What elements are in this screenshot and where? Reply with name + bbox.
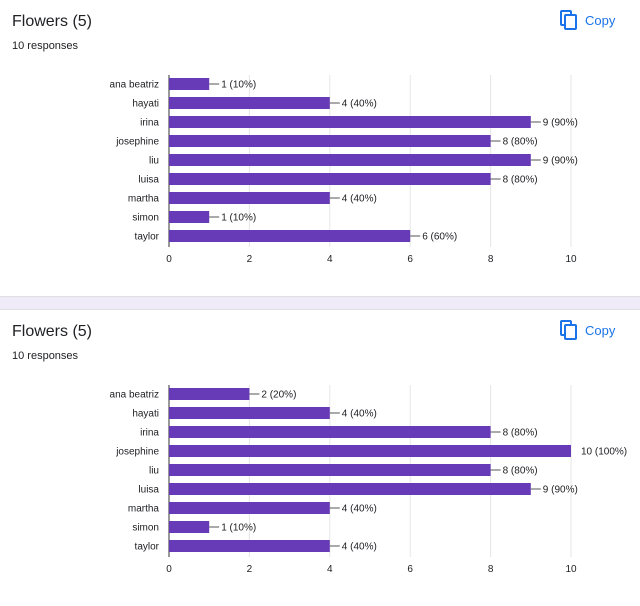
data-label: 4 (40%) [342,542,377,553]
data-label: 4 (40%) [342,194,377,205]
question-card-1: Flowers (5) 10 responses Copy 0 2 4 6 8 10 ana… [0,0,640,296]
bar [169,464,491,476]
category-label: hayati [132,409,159,420]
bar [169,78,210,90]
bar [169,173,491,185]
category-label: simon [132,523,159,534]
data-label: 8 (80%) [503,466,538,477]
category-label: liu [149,156,159,167]
data-label: 9 (90%) [543,118,578,129]
bar [169,426,491,438]
bar [169,154,531,166]
data-label: 1 (10%) [221,523,256,534]
x-tick-label: 8 [488,254,494,265]
category-label: ana beatriz [110,80,159,91]
category-label: hayati [132,99,159,110]
bar [169,445,571,457]
data-label: 9 (90%) [543,485,578,496]
bar [169,230,411,242]
bar [169,407,330,419]
x-tick-label: 6 [407,564,413,575]
data-label: 8 (80%) [503,428,538,439]
bar [169,116,531,128]
data-label: 1 (10%) [221,80,256,91]
bar-chart: 0 2 4 6 8 10 ana beatriz 2 (20%) hayati 4 (40%) ir… [110,385,627,575]
category-label: irina [140,118,159,129]
bar [169,388,250,400]
question-card-2: Flowers (5) 10 responses Copy 0 2 4 6 8 10 ana… [0,310,640,606]
category-label: josephine [115,447,159,458]
bar [169,521,210,533]
category-label: luisa [138,175,159,186]
x-tick-label: 8 [488,564,494,575]
bar [169,540,330,552]
data-label: 4 (40%) [342,99,377,110]
x-tick-label: 2 [247,564,253,575]
copy-icon [560,320,578,340]
response-count: 10 responses [12,350,79,362]
bar [169,502,330,514]
card-separator [0,296,640,310]
category-label: taylor [135,542,160,553]
bar [169,483,531,495]
copy-button-label: Copy [585,322,616,338]
x-tick-label: 0 [166,254,172,265]
copy-chart-button[interactable]: Copy [560,320,615,340]
category-label: martha [128,504,160,515]
bar [169,192,330,204]
data-label: 1 (10%) [221,213,256,224]
category-label: josephine [115,137,159,148]
data-label: 4 (40%) [342,504,377,515]
bar [169,97,330,109]
category-label: simon [132,213,159,224]
category-label: luisa [138,485,159,496]
bar-chart: 0 2 4 6 8 10 ana beatriz 1 (10%) hayati 4 (40%) ir… [110,75,578,265]
copy-button-label: Copy [585,12,616,28]
x-tick-label: 4 [327,254,333,265]
data-label: 9 (90%) [543,156,578,167]
copy-chart-button[interactable]: Copy [560,10,615,30]
data-label: 10 (100%) [581,447,627,458]
category-label: irina [140,428,159,439]
question-title: Flowers (5) [12,13,93,30]
data-label: 8 (80%) [503,175,538,186]
x-tick-label: 4 [327,564,333,575]
x-tick-label: 10 [565,254,577,265]
x-tick-label: 10 [565,564,577,575]
bar [169,211,210,223]
data-label: 4 (40%) [342,409,377,420]
question-title: Flowers (5) [12,323,93,340]
bar [169,135,491,147]
category-label: martha [128,194,160,205]
data-label: 8 (80%) [503,137,538,148]
category-label: liu [149,466,159,477]
response-count: 10 responses [12,40,79,52]
x-tick-label: 6 [407,254,413,265]
category-label: taylor [135,232,160,243]
copy-icon [560,10,578,30]
x-tick-label: 0 [166,564,172,575]
data-label: 6 (60%) [422,232,457,243]
x-tick-label: 2 [247,254,253,265]
category-label: ana beatriz [110,390,159,401]
data-label: 2 (20%) [261,390,296,401]
